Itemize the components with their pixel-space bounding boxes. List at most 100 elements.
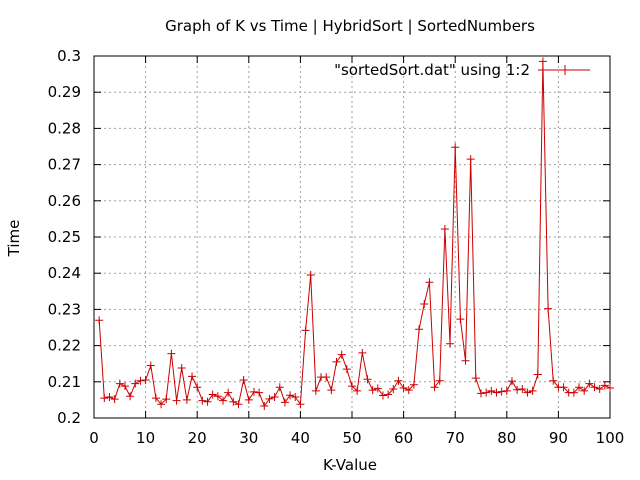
data-point	[378, 391, 387, 400]
data-point	[306, 271, 315, 280]
data-point	[95, 316, 104, 325]
data-point	[404, 386, 413, 395]
data-point	[141, 375, 150, 384]
data-point	[420, 299, 429, 308]
data-point	[311, 386, 320, 395]
x-tick-label: 40	[291, 429, 310, 447]
data-point	[322, 373, 331, 382]
data-point	[528, 386, 537, 395]
x-axis-label: K-Value	[323, 456, 377, 474]
data-point	[296, 400, 305, 409]
data-point	[208, 390, 217, 399]
data-point	[435, 376, 444, 385]
data-point	[275, 383, 284, 392]
y-tick-label: 0.21	[48, 373, 81, 391]
data-point	[162, 395, 171, 404]
data-point	[363, 375, 372, 384]
data-point	[513, 385, 522, 394]
data-point	[234, 400, 243, 409]
data-point	[348, 382, 356, 391]
data-point	[415, 325, 424, 334]
data-point	[399, 383, 408, 392]
x-tick-label: 30	[239, 429, 258, 447]
data-point	[518, 385, 527, 394]
y-tick-label: 0.2	[57, 409, 81, 427]
x-tick-label: 90	[549, 429, 568, 447]
data-point	[255, 388, 264, 397]
data-point	[115, 379, 124, 388]
data-point	[549, 376, 558, 385]
data-point	[569, 388, 578, 397]
y-axis-label: Time	[5, 220, 23, 258]
data-point	[477, 389, 485, 398]
data-point	[523, 388, 532, 397]
data-point	[544, 304, 553, 313]
data-point	[595, 385, 604, 394]
data-point	[249, 387, 258, 396]
legend-marker	[560, 65, 570, 75]
data-point	[409, 380, 418, 389]
data-point	[280, 398, 289, 407]
y-tick-label: 0.24	[48, 264, 81, 282]
series-line	[98, 61, 611, 408]
grid	[94, 56, 610, 418]
y-tick-label: 0.25	[48, 228, 81, 246]
data-point	[456, 315, 465, 324]
data-point	[368, 386, 377, 395]
data-point	[487, 386, 496, 395]
data-point	[373, 384, 382, 393]
data-point	[327, 386, 336, 395]
data-point	[600, 381, 609, 390]
data-point	[100, 394, 109, 403]
data-point	[353, 386, 362, 395]
y-tick-label: 0.26	[48, 192, 81, 210]
y-tick-label: 0.28	[48, 119, 81, 137]
data-point	[451, 143, 460, 152]
data-point	[182, 395, 191, 404]
legend-label: "sortedSort.dat" using 1:2	[334, 61, 530, 79]
data-point	[575, 383, 584, 392]
data-point	[358, 348, 367, 357]
data-point	[224, 388, 233, 397]
data-point	[466, 155, 475, 164]
data-point	[538, 57, 547, 66]
data-point	[497, 387, 506, 396]
series-layer	[95, 57, 614, 411]
data-point	[229, 397, 238, 406]
data-point	[203, 397, 212, 406]
data-point	[136, 376, 145, 385]
x-tick-label: 0	[89, 429, 99, 447]
data-point	[151, 394, 160, 403]
x-tick-label: 80	[497, 429, 516, 447]
x-tick-label: 50	[342, 429, 361, 447]
data-point	[342, 365, 351, 374]
data-point	[105, 393, 114, 402]
data-point	[384, 390, 393, 399]
data-point	[260, 402, 269, 411]
data-point	[446, 339, 455, 348]
x-tick-label: 20	[188, 429, 207, 447]
data-point	[580, 386, 589, 395]
data-point	[606, 383, 614, 392]
y-axis: 0.2 0.21 0.22 0.23 0.24 0.25 0.26 0.27 0.28 0.29 0…	[48, 47, 610, 427]
data-point	[265, 394, 274, 403]
data-point	[389, 385, 398, 394]
x-tick-label: 10	[136, 429, 155, 447]
data-point	[172, 396, 181, 405]
y-tick-label: 0.27	[48, 156, 81, 174]
data-point	[559, 383, 568, 392]
data-point	[198, 396, 207, 405]
data-point	[430, 383, 439, 392]
data-point	[440, 225, 449, 234]
data-point	[270, 393, 279, 402]
data-point	[219, 396, 227, 405]
plot-frame	[93, 55, 611, 419]
data-point	[394, 376, 403, 385]
data-point	[213, 392, 222, 401]
data-point	[332, 357, 341, 366]
data-point	[492, 388, 501, 397]
data-point	[146, 361, 155, 370]
data-point	[482, 388, 491, 397]
data-point	[193, 383, 202, 392]
